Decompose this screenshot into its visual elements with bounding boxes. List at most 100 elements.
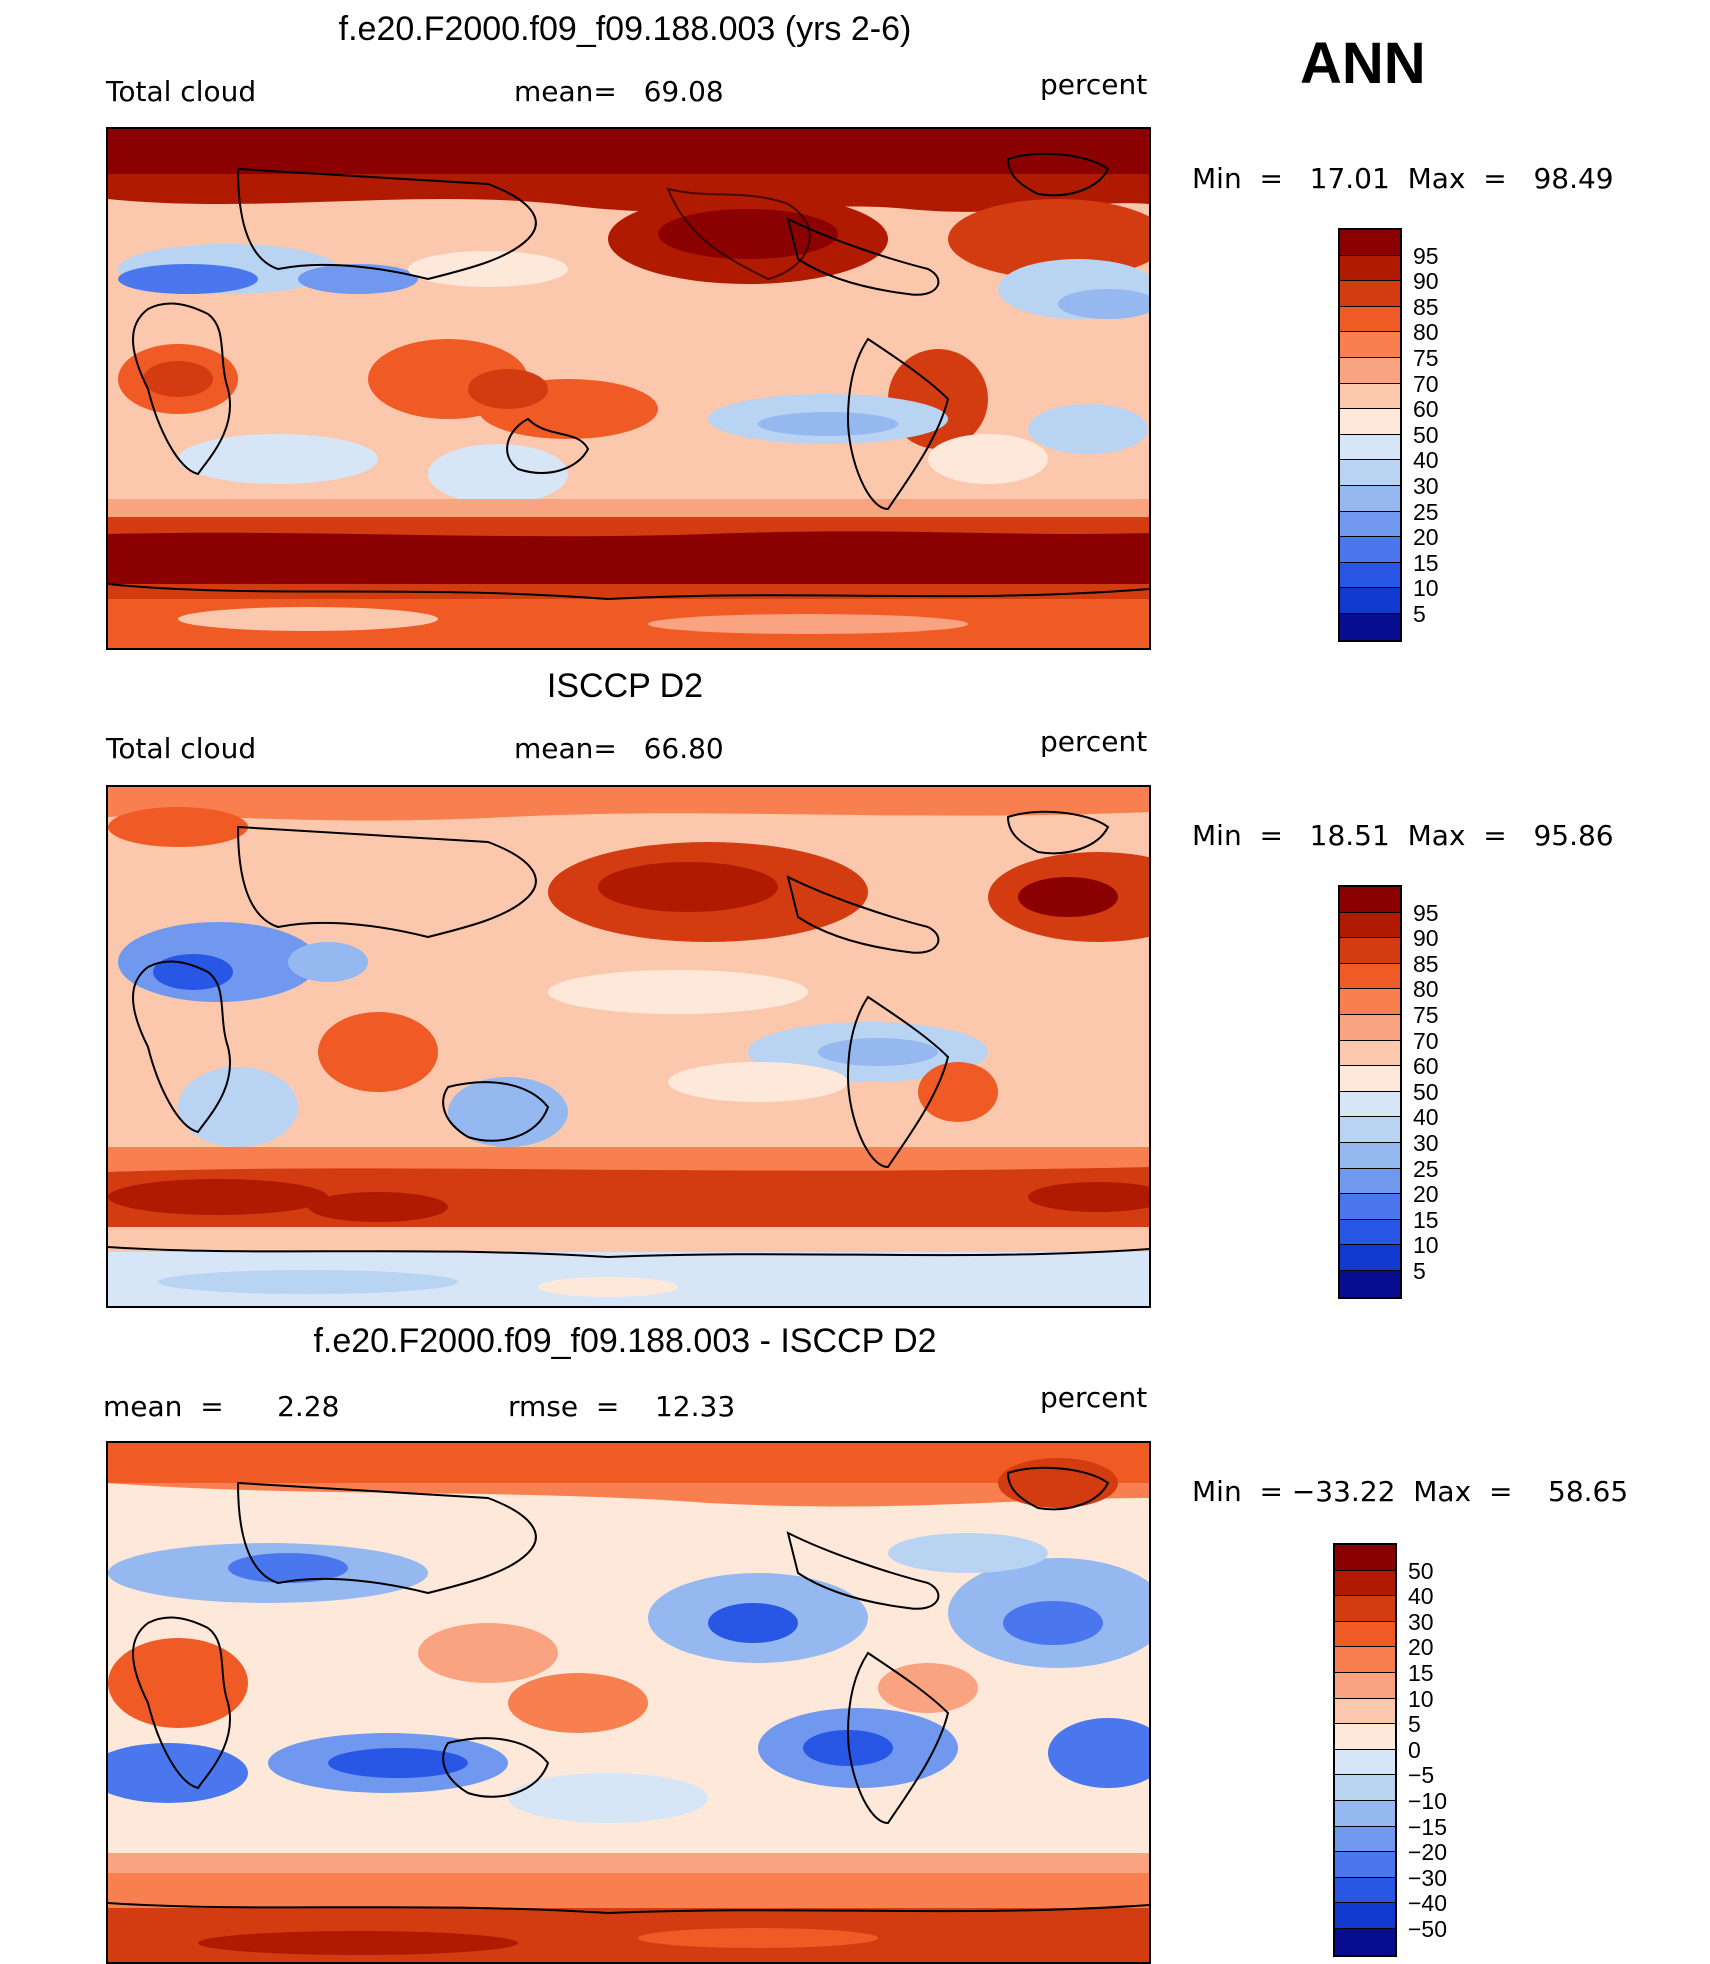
colorbar-tick-label: 40	[1413, 1104, 1439, 1131]
colorbar-tick-label: 90	[1413, 925, 1439, 952]
colorbar-tick-label: 30	[1413, 473, 1439, 499]
panel-3-center-label: rmse = 12.33	[508, 1390, 736, 1423]
colorbar-tick-label: 80	[1413, 319, 1439, 346]
colorbar-tick-label: 95	[1413, 242, 1439, 269]
colorbar-tick-label: 85	[1413, 950, 1439, 977]
colorbar-tick-label: 10	[1408, 1685, 1434, 1712]
colorbar-tick-label: 20	[1408, 1634, 1434, 1661]
panel-1-map	[106, 127, 1151, 650]
colorbar-box	[1340, 434, 1400, 461]
colorbar-tick-label: 5	[1413, 601, 1426, 627]
colorbar-tick-label: 10	[1413, 1232, 1439, 1259]
panel-1-center-label: mean= 69.08	[514, 75, 724, 108]
panel-1-left-label: Total cloud	[106, 75, 257, 108]
colorbar-tick-label: 60	[1413, 396, 1439, 423]
colorbar-box	[1335, 1852, 1395, 1878]
panel-2-left-label: Total cloud	[106, 732, 257, 765]
colorbar-box	[1335, 1621, 1395, 1648]
colorbar-box	[1335, 1672, 1395, 1699]
colorbar-box	[1340, 1270, 1400, 1297]
panel-2-right-label: percent	[1040, 725, 1148, 758]
colorbar-box	[1335, 1903, 1395, 1929]
colorbar-tick-label: 15	[1413, 549, 1439, 576]
colorbar-box	[1340, 460, 1400, 486]
colorbar-box	[1340, 562, 1400, 589]
panel-3-colorbar	[1333, 1543, 1397, 1957]
panel-1-minmax: Min = 17.01 Max = 98.49	[1192, 162, 1614, 195]
colorbar-box	[1340, 1245, 1400, 1271]
colorbar-box	[1335, 1724, 1395, 1750]
colorbar-box	[1340, 1194, 1400, 1220]
colorbar-box	[1335, 1596, 1395, 1622]
colorbar-box	[1340, 1014, 1400, 1041]
colorbar-tick-label: 50	[1413, 1078, 1439, 1105]
colorbar-tick-label: 50	[1408, 1557, 1434, 1584]
colorbar-tick-label: 80	[1413, 976, 1439, 1003]
colorbar-box	[1340, 230, 1400, 256]
colorbar-box	[1335, 1826, 1395, 1853]
colorbar-box	[1335, 1698, 1395, 1725]
colorbar-box	[1340, 963, 1400, 990]
colorbar-box	[1335, 1800, 1395, 1827]
panel-1-right-label: percent	[1040, 68, 1148, 101]
colorbar-box	[1340, 306, 1400, 333]
colorbar-tick-label: −30	[1408, 1864, 1448, 1891]
colorbar-box	[1340, 1142, 1400, 1169]
panel-2-title: ISCCP D2	[546, 667, 704, 705]
colorbar-box	[1340, 613, 1400, 640]
colorbar-tick-label: 25	[1413, 498, 1439, 525]
panel-2-map	[106, 785, 1151, 1308]
colorbar-box	[1340, 588, 1400, 614]
colorbar-box	[1335, 1775, 1395, 1801]
colorbar-tick-label: −20	[1408, 1839, 1448, 1866]
colorbar-box	[1340, 511, 1400, 538]
colorbar-box	[1340, 1066, 1400, 1092]
panel-3-right-label: percent	[1040, 1381, 1148, 1414]
panel-3-map	[106, 1441, 1151, 1964]
colorbar-box	[1340, 537, 1400, 563]
season-label: ANN	[1300, 31, 1426, 96]
colorbar-tick-label: 30	[1408, 1608, 1434, 1635]
colorbar-box	[1340, 281, 1400, 307]
colorbar-tick-label: 25	[1413, 1155, 1439, 1182]
colorbar-tick-label: 95	[1413, 899, 1439, 926]
colorbar-box	[1340, 255, 1400, 282]
panel-1-colorbar	[1338, 228, 1402, 642]
colorbar-box	[1340, 887, 1400, 913]
colorbar-tick-label: 30	[1413, 1130, 1439, 1156]
colorbar-tick-label: −10	[1408, 1788, 1448, 1814]
colorbar-tick-label: −40	[1408, 1890, 1448, 1917]
colorbar-tick-label: 90	[1413, 268, 1439, 295]
panel-2-colorbar	[1338, 885, 1402, 1299]
colorbar-tick-label: 5	[1413, 1258, 1426, 1284]
colorbar-box	[1340, 1091, 1400, 1118]
colorbar-box	[1340, 1117, 1400, 1143]
panel-3-left-label: mean = 2.28	[103, 1390, 340, 1423]
colorbar-box	[1335, 1545, 1395, 1571]
colorbar-tick-label: 75	[1413, 1002, 1439, 1028]
colorbar-tick-label: −5	[1408, 1762, 1435, 1789]
colorbar-tick-label: 70	[1413, 370, 1439, 397]
colorbar-box	[1335, 1928, 1395, 1955]
colorbar-box	[1340, 912, 1400, 939]
panel-2-minmax: Min = 18.51 Max = 95.86	[1192, 819, 1614, 852]
colorbar-box	[1340, 1219, 1400, 1246]
colorbar-tick-label: 15	[1413, 1206, 1439, 1233]
colorbar-box	[1340, 485, 1400, 512]
panel-3-minmax: Min = −33.22 Max = 58.65	[1192, 1475, 1629, 1508]
panel-1-title: f.e20.F2000.f09_f09.188.003 (yrs 2-6)	[338, 10, 912, 48]
colorbar-box	[1340, 1040, 1400, 1067]
colorbar-box	[1335, 1570, 1395, 1597]
colorbar-box	[1340, 383, 1400, 410]
colorbar-tick-label: 50	[1413, 421, 1439, 448]
colorbar-box	[1335, 1647, 1395, 1673]
colorbar-tick-label: 20	[1413, 1181, 1439, 1208]
colorbar-tick-label: −50	[1408, 1916, 1448, 1942]
colorbar-tick-label: 75	[1413, 345, 1439, 371]
colorbar-box	[1340, 332, 1400, 358]
colorbar-tick-label: 40	[1413, 447, 1439, 474]
colorbar-tick-label: 85	[1413, 293, 1439, 320]
colorbar-box	[1340, 989, 1400, 1015]
colorbar-tick-label: 20	[1413, 524, 1439, 551]
colorbar-tick-label: 60	[1413, 1053, 1439, 1080]
